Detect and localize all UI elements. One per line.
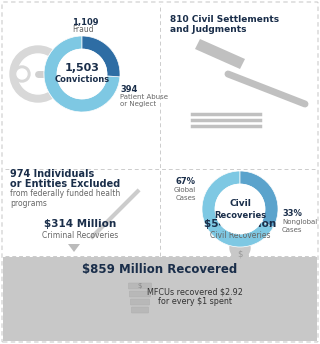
Text: or Entities Excluded: or Entities Excluded: [10, 179, 120, 189]
Text: $: $: [237, 249, 243, 258]
Wedge shape: [202, 171, 273, 247]
Text: 810 Civil Settlements: 810 Civil Settlements: [170, 14, 279, 23]
Text: Civil: Civil: [229, 200, 251, 208]
Wedge shape: [44, 36, 120, 112]
Wedge shape: [44, 36, 120, 112]
Circle shape: [47, 46, 103, 102]
Text: 394: 394: [120, 85, 137, 94]
Bar: [3, 257, 317, 341]
Text: Cases: Cases: [175, 195, 196, 201]
Circle shape: [230, 238, 250, 258]
Circle shape: [10, 46, 66, 102]
Wedge shape: [202, 171, 278, 247]
Wedge shape: [240, 171, 278, 227]
Text: Global: Global: [174, 187, 196, 193]
Text: $314 Million: $314 Million: [44, 219, 116, 229]
FancyBboxPatch shape: [132, 307, 148, 313]
FancyBboxPatch shape: [131, 299, 149, 305]
Text: 33%: 33%: [282, 209, 302, 218]
Polygon shape: [195, 39, 245, 69]
Text: 1,109: 1,109: [72, 18, 99, 26]
Circle shape: [18, 54, 58, 94]
Text: Fraud: Fraud: [72, 25, 94, 34]
Text: and Judgments: and Judgments: [170, 24, 246, 33]
Text: Nonglobal: Nonglobal: [282, 219, 317, 225]
Text: or Neglect: or Neglect: [120, 101, 156, 107]
Ellipse shape: [231, 249, 249, 262]
Text: MFCUs recovered $2.92: MFCUs recovered $2.92: [147, 288, 243, 297]
Polygon shape: [68, 244, 80, 252]
Text: programs: programs: [10, 198, 47, 207]
Circle shape: [14, 66, 30, 82]
Circle shape: [17, 69, 27, 79]
Circle shape: [58, 50, 107, 98]
Text: $: $: [138, 283, 142, 289]
Text: Civil Recoveries: Civil Recoveries: [210, 230, 270, 239]
Text: 67%: 67%: [176, 178, 196, 186]
FancyBboxPatch shape: [130, 291, 150, 297]
Text: Convictions: Convictions: [54, 75, 109, 84]
Text: $545 Million: $545 Million: [204, 219, 276, 229]
Text: Criminal Recoveries: Criminal Recoveries: [42, 230, 118, 239]
Wedge shape: [82, 36, 120, 77]
Text: for every $1 spent: for every $1 spent: [158, 298, 232, 307]
Text: Cases: Cases: [282, 227, 302, 233]
Text: Patient Abuse: Patient Abuse: [120, 94, 168, 100]
Text: 1,503: 1,503: [65, 63, 100, 73]
Circle shape: [215, 184, 265, 234]
Circle shape: [55, 54, 95, 94]
Text: $859 Million Recovered: $859 Million Recovered: [82, 264, 238, 277]
Text: from federally funded health: from federally funded health: [10, 190, 120, 198]
Text: 974 Individuals: 974 Individuals: [10, 169, 94, 179]
Polygon shape: [228, 244, 240, 252]
FancyBboxPatch shape: [2, 2, 318, 342]
FancyBboxPatch shape: [129, 283, 151, 289]
Text: Recoveries: Recoveries: [214, 211, 266, 219]
